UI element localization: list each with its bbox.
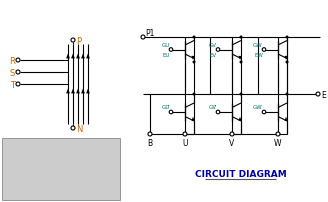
Text: S: S [10, 68, 15, 77]
Polygon shape [71, 89, 75, 94]
Circle shape [285, 61, 289, 64]
Polygon shape [284, 57, 288, 61]
Polygon shape [71, 54, 75, 59]
Text: EV: EV [210, 53, 217, 58]
Text: GU̅: GU̅ [162, 105, 170, 110]
Circle shape [193, 93, 195, 96]
Polygon shape [238, 57, 241, 61]
Text: V: V [229, 138, 235, 147]
Polygon shape [81, 54, 85, 59]
Circle shape [316, 93, 320, 97]
Circle shape [71, 126, 75, 130]
Circle shape [16, 71, 20, 75]
Polygon shape [192, 117, 195, 121]
Text: R: R [9, 56, 15, 65]
Circle shape [169, 111, 173, 114]
Circle shape [16, 59, 20, 63]
Text: P1: P1 [145, 28, 154, 37]
Text: W: W [274, 138, 282, 147]
Text: GV: GV [209, 43, 217, 48]
Circle shape [285, 36, 289, 39]
Text: CIRCUIT DIAGRAM: CIRCUIT DIAGRAM [195, 170, 286, 179]
Circle shape [141, 36, 145, 40]
Text: EU: EU [163, 53, 170, 58]
Circle shape [239, 61, 242, 64]
Polygon shape [66, 54, 70, 59]
Text: B: B [148, 138, 153, 147]
Polygon shape [86, 54, 90, 59]
Polygon shape [66, 89, 70, 94]
Polygon shape [76, 54, 80, 59]
Circle shape [285, 93, 289, 96]
Circle shape [230, 132, 234, 136]
Polygon shape [238, 117, 241, 121]
Circle shape [16, 83, 20, 87]
Text: T: T [10, 80, 15, 89]
FancyBboxPatch shape [2, 138, 120, 200]
Circle shape [193, 36, 195, 39]
Circle shape [239, 36, 242, 39]
Text: E: E [321, 90, 326, 99]
Text: GU: GU [162, 43, 170, 48]
Circle shape [169, 48, 173, 52]
Polygon shape [76, 89, 80, 94]
Polygon shape [86, 89, 90, 94]
Text: N: N [76, 124, 82, 133]
Text: P: P [76, 36, 81, 45]
Text: GW: GW [253, 43, 263, 48]
Polygon shape [284, 117, 288, 121]
Circle shape [71, 39, 75, 43]
Circle shape [276, 132, 280, 136]
Circle shape [216, 48, 220, 52]
Circle shape [262, 111, 266, 114]
Circle shape [183, 132, 187, 136]
Text: GV̅: GV̅ [209, 105, 217, 110]
Circle shape [216, 111, 220, 114]
Polygon shape [192, 57, 195, 61]
Circle shape [193, 61, 195, 64]
Text: GW̅: GW̅ [253, 105, 263, 110]
Polygon shape [81, 89, 85, 94]
Circle shape [148, 132, 152, 136]
Circle shape [239, 93, 242, 96]
Text: EW: EW [254, 53, 263, 58]
Circle shape [262, 48, 266, 52]
Text: U: U [182, 138, 188, 147]
